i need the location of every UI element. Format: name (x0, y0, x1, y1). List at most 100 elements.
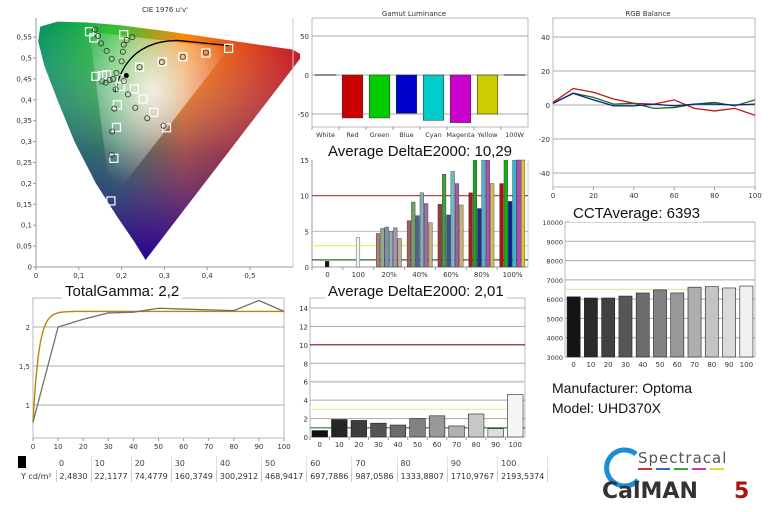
whitepoint-marker (123, 73, 129, 79)
x-tick-label: White (316, 131, 335, 139)
luminance-value: 160,3749 (171, 470, 217, 482)
measured-marker (202, 49, 209, 56)
deltae-gray-bar (448, 425, 465, 438)
deltae-bar (450, 171, 455, 268)
target-marker (157, 57, 167, 67)
deltae-bar (437, 204, 442, 268)
y-tick-label: 10 (299, 342, 308, 350)
black-swatch (18, 456, 56, 470)
deltae-bar (442, 174, 447, 268)
x-tick-label: 60 (179, 443, 188, 451)
x-tick-label: 60 (433, 441, 442, 449)
deltae-gray-bar (409, 418, 426, 438)
deltae-bar (490, 183, 495, 268)
deltae-bar (419, 192, 424, 268)
gamma-chart: 21,510 10 20 30 40 50 60 70 80 90 100 (19, 297, 291, 451)
y-tick-label: -20 (539, 136, 550, 144)
x-tick-label: 80 (229, 443, 238, 451)
deltae-bar (355, 237, 361, 268)
measured-marker (112, 86, 119, 93)
x-tick-label: 0,5 (244, 272, 255, 280)
measured-marker (108, 151, 115, 158)
deltae-gray-bar (389, 424, 407, 438)
x-tick-label: 90 (254, 443, 263, 451)
measured-marker (179, 53, 186, 60)
bar-blue (395, 74, 418, 114)
measured-marker (120, 41, 127, 48)
y-tick-label: 5000 (546, 315, 563, 323)
measured-marker (118, 58, 125, 65)
y-tick-label: 4 (304, 397, 309, 405)
x-tick-label: 10 (335, 441, 344, 449)
y-tick-label: 2 (304, 416, 308, 424)
cct-bar (704, 286, 719, 358)
measured-marker (136, 64, 143, 71)
x-tick-label: 90 (491, 441, 500, 449)
luminance-header: 100 (497, 456, 549, 470)
y-tick-label: 8 (304, 360, 308, 368)
target-gamma-curve (32, 310, 284, 423)
bar-green (368, 74, 391, 119)
measured-marker (113, 70, 120, 77)
luminance-header: 90 (447, 456, 499, 470)
cct-bar (584, 297, 598, 358)
model-label: Model: UHD370X (552, 400, 661, 416)
measured-marker (119, 48, 126, 55)
x-tick-label: 0 (325, 271, 329, 279)
target-marker (119, 29, 129, 40)
measured-marker (120, 77, 127, 84)
target-marker (138, 94, 148, 104)
calman-logo: Spectracal CalMAN 5 (602, 447, 749, 504)
luminance-header: 70 (351, 456, 398, 470)
x-tick-label: 60 (673, 361, 682, 369)
y-tick-label: 2 (26, 324, 30, 332)
x-tick-label: Yellow (476, 131, 498, 139)
measured-marker (99, 78, 106, 85)
luminance-value: 1333,8807 (397, 470, 448, 482)
plot-frame (32, 297, 285, 439)
y-tick-label: 0,4 (21, 96, 33, 104)
luminance-value: 468,9417 (261, 470, 308, 482)
measured-marker (110, 75, 117, 82)
y-tick-label: 3000 (546, 354, 563, 362)
x-tick-label: 30 (104, 443, 113, 451)
x-tick-label: 40 (629, 192, 638, 200)
cct-title: CCTAverage: 6393 (570, 205, 704, 222)
cct-bar (739, 285, 754, 358)
target-marker (112, 100, 122, 110)
measured-marker (132, 104, 139, 111)
measured-marker (108, 55, 115, 62)
bar-magenta (449, 74, 472, 123)
luminance-header: 30 (171, 456, 217, 470)
deltae-bar (384, 226, 389, 268)
measured-marker (92, 26, 99, 33)
cct-bar (566, 296, 581, 358)
measured-marker (111, 105, 118, 112)
cct-bar (670, 292, 685, 358)
measured-marker (95, 32, 102, 39)
cct-bar (635, 292, 650, 358)
luminance-value: 22,1177 (91, 470, 132, 482)
x-tick-label: 20 (589, 192, 598, 200)
measured-marker (123, 37, 130, 44)
manufacturer-label: Manufacturer: Optoma (552, 380, 693, 396)
cie-chart: CIE 1976 u'v' 0 0,1 0,2 0,3 0,4 0,5 0 0,05 0,1 0,… (16, 6, 300, 280)
x-tick-label: 100 (509, 441, 522, 449)
measured-marker (98, 40, 105, 47)
luminance-header: 40 (216, 456, 263, 470)
y-tick-label: 0 (28, 264, 32, 272)
plot-frame (309, 297, 526, 438)
y-tick-label: 0,25 (16, 159, 32, 167)
target-marker (89, 33, 99, 43)
deltae-bar (516, 159, 521, 268)
deltae-grayscale-chart: 0 2 4 6 8 10 12 14 0 10 20 30 40 50 60 70 80 90 100 (299, 297, 526, 449)
y-tick-label: 0,05 (16, 243, 32, 251)
luminance-value: 300,2912 (216, 470, 263, 482)
luminance-header: 20 (131, 456, 172, 470)
deltae-bar (508, 201, 513, 268)
luminance-value: 697,7886 (306, 470, 353, 482)
gamut-luminance-title: Gamut Luminance (382, 10, 446, 18)
x-tick-label: 20 (604, 361, 613, 369)
logo-ring-icon (604, 447, 640, 489)
x-tick-label: 30 (374, 441, 383, 449)
